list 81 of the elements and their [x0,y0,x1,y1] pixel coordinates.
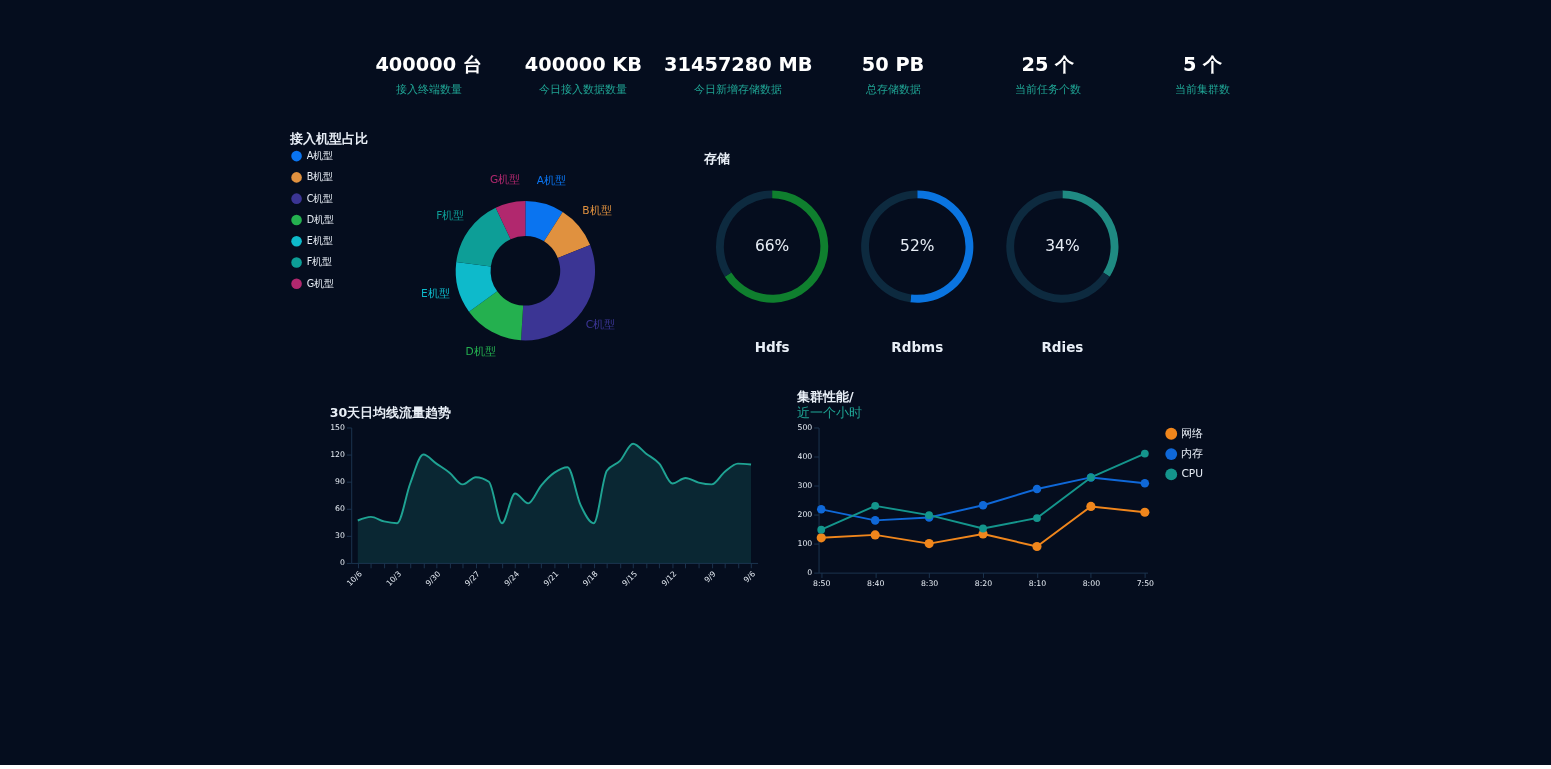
chart-title: 集群性能/ [796,389,855,405]
donut-slice [469,291,524,341]
text: 当前任务个数 [1014,82,1081,96]
donut-slice [1006,190,1110,303]
legend-label: C机型 [306,192,334,204]
donut-slice [495,201,526,240]
x-tick-label: 7:50 [1136,578,1155,588]
x-tick-label: 8:10 [1028,578,1047,588]
point [1140,449,1149,458]
text: Rdies [1041,339,1084,356]
donut-slice [455,262,498,312]
x-tick-label: 8:50 [813,578,831,588]
point [871,501,880,510]
slice-label: B机型 [582,204,612,218]
donut-slice [525,201,563,242]
chart-title: 30天日均线流量趋势 [329,404,452,420]
legend-label: E机型 [306,235,333,247]
slice-label: F机型 [436,209,465,223]
y-tick-label: 0 [807,568,813,578]
chart-title: 存储 [703,151,731,167]
slice-label: G机型 [490,173,521,186]
legend-label: 网络 [1181,426,1204,440]
point [870,516,880,525]
chart-title: 接入机型占比 [289,131,369,147]
x-tick-label: 8:00 [1082,578,1101,588]
legend-label: A机型 [306,149,334,161]
legend-label: CPU [1181,467,1203,481]
point [978,501,988,510]
point [1032,484,1042,494]
data-label: 34% [1045,237,1080,256]
legend-label: D机型 [306,213,335,225]
legend-label: 内存 [1181,447,1204,460]
x-tick-label: 8:40 [866,578,885,588]
text: 当前集群数 [1175,82,1231,96]
y-tick-label: 150 [330,422,346,432]
point [816,533,826,543]
legend-label: B机型 [306,171,334,183]
data-label: 66% [754,237,790,256]
text: 400000 KB [524,53,643,77]
y-tick-label: 90 [335,477,346,487]
y-tick-label: 400 [797,451,813,461]
y-tick-label: 0 [340,558,346,568]
point [924,539,934,549]
text: 今日新增存储数据 [694,82,783,96]
slice-label: E机型 [421,286,450,300]
point [979,524,987,533]
point [1033,514,1041,522]
x-tick-label: 8:30 [920,578,939,588]
slice-label: A机型 [536,174,566,188]
y-tick-label: 500 [797,422,813,432]
point [1032,541,1042,552]
point [1086,501,1096,512]
text: 5 个 [1183,53,1224,77]
y-tick-label: 60 [335,504,346,514]
text: 400000 台 [375,53,482,77]
text: Rdbms [891,339,944,356]
point [1140,507,1150,517]
legend-label: G机型 [306,277,335,289]
y-tick-label: 30 [335,531,346,541]
text: 接入终端数量 [395,82,462,96]
slice-label: D机型 [465,345,496,359]
data-label: 52% [900,237,935,256]
x-tick-label: 8:20 [974,578,993,588]
point [816,505,826,514]
y-tick-label: 200 [797,509,813,519]
y-tick-label: 300 [797,480,813,490]
text: 25 个 [1021,53,1076,77]
donut-slice [724,190,829,303]
text: Hdfs [754,339,790,356]
text: 总存储数据 [864,82,921,96]
y-tick-label: 120 [330,450,346,459]
text: 31457280 MB [664,53,813,77]
legend-label: F机型 [306,256,333,268]
text: 50 PB [861,53,925,77]
point [817,525,826,534]
text: 今日接入数据数量 [539,82,628,96]
y-tick-label: 100 [797,539,813,549]
slice-label: C机型 [585,318,616,332]
point [1140,478,1150,488]
chart-subtitle: 近一个小时 [797,404,863,420]
point [870,530,880,540]
